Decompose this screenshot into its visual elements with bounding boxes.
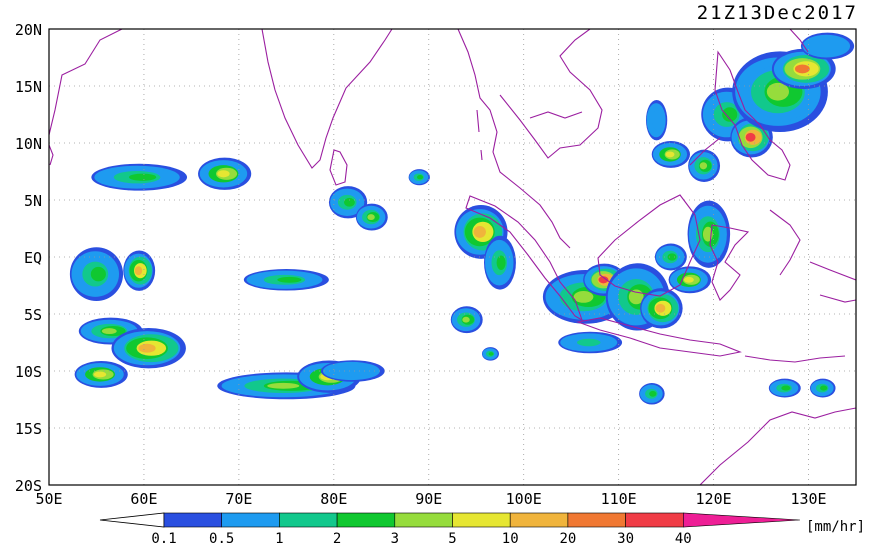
precip-area: [74, 360, 128, 388]
coastline-palawan: [689, 137, 721, 166]
lat-tick-label: 20N: [15, 21, 42, 39]
coastline-philippines: [714, 50, 791, 181]
coastline-sulawesi: [709, 224, 750, 301]
coastline-taiwan: [789, 29, 809, 53]
lon-tick-label: 50E: [35, 490, 62, 508]
colorbar-segment: [452, 512, 511, 528]
coastline-australia: [699, 407, 856, 485]
precip-area: [91, 163, 188, 191]
colorbar-segment: [221, 512, 280, 528]
lat-tick-label: 5S: [24, 306, 42, 324]
grid-lines: [49, 29, 856, 485]
precip-area: [355, 203, 388, 231]
lon-tick-label: 130E: [790, 490, 826, 508]
precip-area: [645, 100, 668, 141]
precip-area: [450, 306, 483, 334]
lon-tick-label: 90E: [415, 490, 442, 508]
precip-area: [768, 378, 801, 398]
lat-tick-label: 10N: [15, 135, 42, 153]
precip-area: [640, 288, 683, 329]
coastlines: [49, 29, 856, 485]
precip-area: [687, 200, 731, 268]
lon-tick-label: 70E: [225, 490, 252, 508]
lon-tick-label: 100E: [506, 490, 542, 508]
map-title: 21Z13Dec2017: [696, 2, 858, 24]
colorbar-tick-label: 5: [448, 531, 456, 544]
precip-area: [651, 140, 691, 168]
colorbar-segment: [567, 512, 626, 528]
lat-tick-label: 15S: [15, 420, 42, 438]
colorbar-low-arrow: [99, 512, 165, 528]
coastline-myanmar: [457, 29, 571, 249]
precip-area: [408, 169, 430, 186]
plot-frame: [48, 28, 857, 486]
precip-area: [558, 331, 623, 354]
precip-area: [123, 250, 156, 291]
colorbar-segment: [625, 512, 684, 528]
colorbar-tick-label: 20: [559, 531, 576, 544]
colorbar-tick-label: 0.1: [151, 531, 176, 544]
precipitation-layer: [69, 32, 855, 405]
coastline-somalia: [49, 144, 54, 166]
colorbar: 0.1 0.5 1 2 3 5 10 20 30 40 [mm/hr]: [99, 512, 865, 544]
colorbar-tick-label: 40: [675, 531, 692, 544]
precip-area: [243, 269, 329, 291]
lat-tick-label: 10S: [15, 363, 42, 381]
lat-tick-label: 5N: [24, 192, 42, 210]
coastline-gulf-thailand: [529, 111, 583, 119]
precip-area: [654, 243, 687, 271]
lon-tick-label: 110E: [601, 490, 637, 508]
precip-area: [111, 328, 186, 369]
coastline-maluku: [769, 209, 801, 276]
coastline-java: [575, 317, 742, 357]
colorbar-segment: [336, 512, 396, 528]
coastline-sri-lanka: [329, 149, 348, 186]
precip-area: [688, 149, 721, 182]
coastline-borneo: [597, 194, 701, 297]
colorbar-segment: [394, 512, 453, 528]
lat-tick-label: 15N: [15, 78, 42, 96]
colorbar-tick-label: 1: [275, 531, 283, 544]
colorbar-tick-label: 0.5: [209, 531, 234, 544]
precip-area: [69, 247, 124, 302]
coastline-lesser-sunda: [744, 355, 846, 363]
coastline-andaman: [476, 109, 483, 161]
precip-area: [639, 383, 665, 405]
lat-tick-label: 20S: [15, 477, 42, 495]
precip-area: [481, 347, 499, 361]
lon-tick-label: 120E: [696, 490, 732, 508]
colorbar-tick-label: 30: [617, 531, 634, 544]
precip-area: [484, 235, 516, 290]
precip-area: [198, 157, 252, 190]
coastline-horn-of-africa: [49, 29, 123, 136]
precip-area: [810, 378, 836, 398]
lon-tick-label: 80E: [320, 490, 347, 508]
precip-area: [800, 32, 855, 60]
lon-tick-label: 60E: [130, 490, 157, 508]
coastline-new-guinea: [809, 261, 856, 303]
lat-tick-label: EQ: [24, 249, 42, 267]
precip-area: [320, 360, 385, 382]
precip-area: [328, 186, 368, 219]
colorbar-segment: [509, 512, 569, 528]
precip-area: [668, 266, 712, 294]
colorbar-tick-label: 2: [333, 531, 341, 544]
colorbar-segment: [163, 512, 223, 528]
colorbar-tick-label: 10: [502, 531, 519, 544]
coastline-india: [261, 29, 393, 169]
coastline-sumatra: [465, 195, 584, 322]
coastline-indochina: [499, 29, 603, 159]
colorbar-high-arrow: [682, 512, 801, 528]
colorbar-segment: [279, 512, 338, 528]
colorbar-tick-label: 3: [391, 531, 399, 544]
colorbar-unit: [mm/hr]: [806, 519, 865, 535]
